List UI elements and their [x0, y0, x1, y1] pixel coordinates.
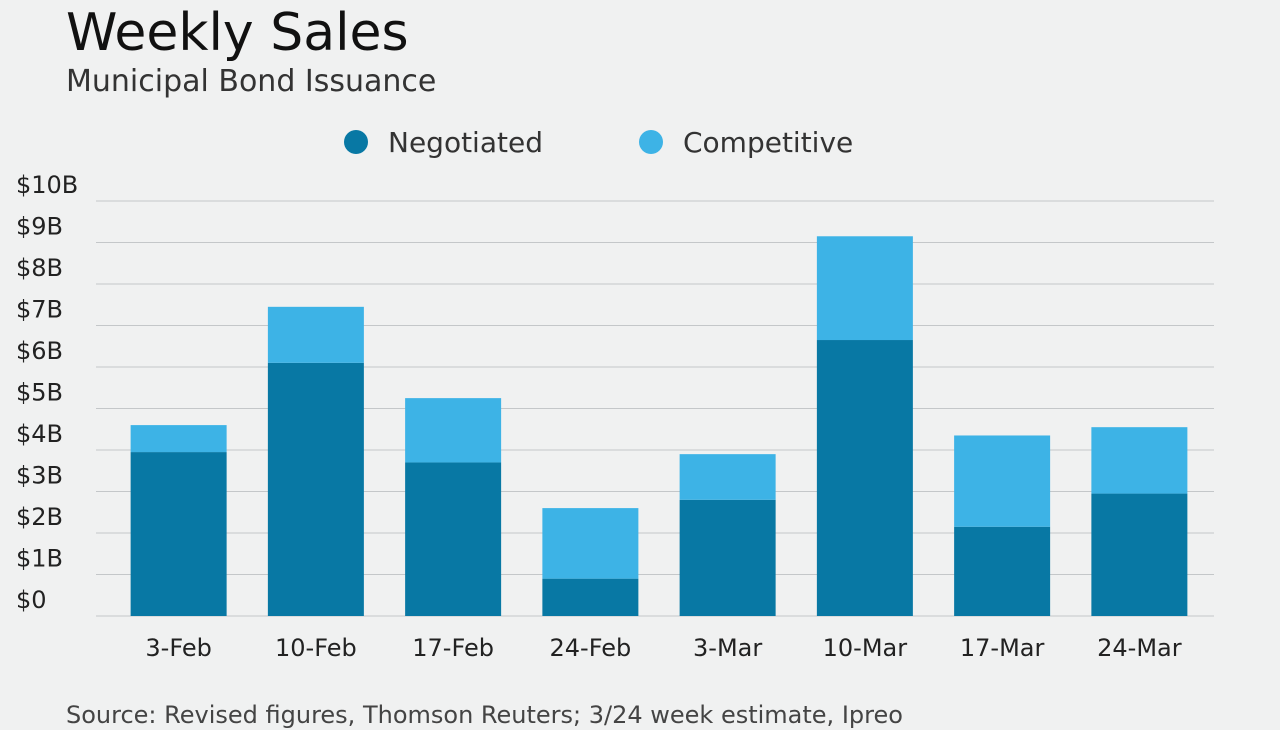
- source-note: Source: Revised figures, Thomson Reuters…: [66, 701, 903, 729]
- y-tick-label: $0: [16, 586, 47, 614]
- bar-negotiated-3-feb: [130, 452, 227, 616]
- bar-negotiated-17-mar: [954, 526, 1051, 616]
- y-tick-label: $4B: [16, 420, 63, 448]
- y-tick-label: $9B: [16, 213, 63, 241]
- x-tick-label: 10-Mar: [823, 634, 908, 662]
- bar-competitive-17-feb: [405, 398, 502, 463]
- bars: [130, 236, 1188, 616]
- y-tick-label: $3B: [16, 462, 63, 490]
- legend-item-competitive: Competitive: [638, 125, 854, 159]
- bar-competitive-3-mar: [679, 454, 776, 500]
- x-tick-label: 3-Feb: [145, 634, 211, 662]
- x-tick-label: 10-Feb: [275, 634, 357, 662]
- legend-item-negotiated: Negotiated: [344, 126, 543, 159]
- bar-negotiated-17-feb: [405, 462, 502, 616]
- x-axis-tick-labels: 3-Feb 10-Feb 17-Feb 24-Feb 3-Mar 10-Mar 17-Mar…: [145, 634, 1181, 662]
- x-tick-label: 24-Feb: [550, 634, 632, 662]
- legend-label-negotiated: Negotiated: [388, 125, 543, 159]
- bar-negotiated-10-feb: [267, 362, 364, 616]
- y-tick-label: $7B: [16, 296, 63, 324]
- y-tick-label: $1B: [16, 545, 63, 573]
- bar-competitive-17-mar: [954, 435, 1051, 527]
- x-tick-label: 3-Mar: [693, 634, 762, 662]
- y-axis-tick-labels: $0 $1B $2B $3B $4B $5B $6B $7B $8B $9B $10B: [16, 171, 78, 614]
- bar-competitive-10-feb: [267, 306, 364, 363]
- bar-negotiated-10-mar: [816, 340, 913, 616]
- legend-dot-negotiated: [344, 130, 368, 154]
- legend: Negotiated Competitive: [344, 122, 949, 162]
- legend-label-competitive: Competitive: [682, 125, 854, 159]
- bar-competitive-3-feb: [130, 425, 227, 453]
- bar-competitive-24-mar: [1091, 427, 1188, 494]
- x-tick-label: 24-Mar: [1097, 634, 1182, 662]
- chart-title: Weekly Sales: [66, 3, 409, 63]
- x-tick-label: 17-Feb: [412, 634, 494, 662]
- bar-negotiated-24-feb: [542, 578, 639, 616]
- y-tick-label: $2B: [16, 503, 63, 531]
- y-tick-label: $8B: [16, 254, 63, 282]
- y-tick-label: $6B: [16, 337, 63, 365]
- bar-negotiated-3-mar: [679, 499, 776, 616]
- y-tick-label: $10B: [16, 171, 78, 199]
- chart-subtitle: Municipal Bond Issuance: [66, 64, 437, 99]
- bar-negotiated-24-mar: [1091, 493, 1188, 616]
- y-tick-label: $5B: [16, 379, 63, 407]
- x-tick-label: 17-Mar: [960, 634, 1045, 662]
- bar-competitive-24-feb: [542, 508, 639, 579]
- legend-dot-competitive: [638, 130, 663, 154]
- bar-competitive-10-mar: [816, 236, 913, 341]
